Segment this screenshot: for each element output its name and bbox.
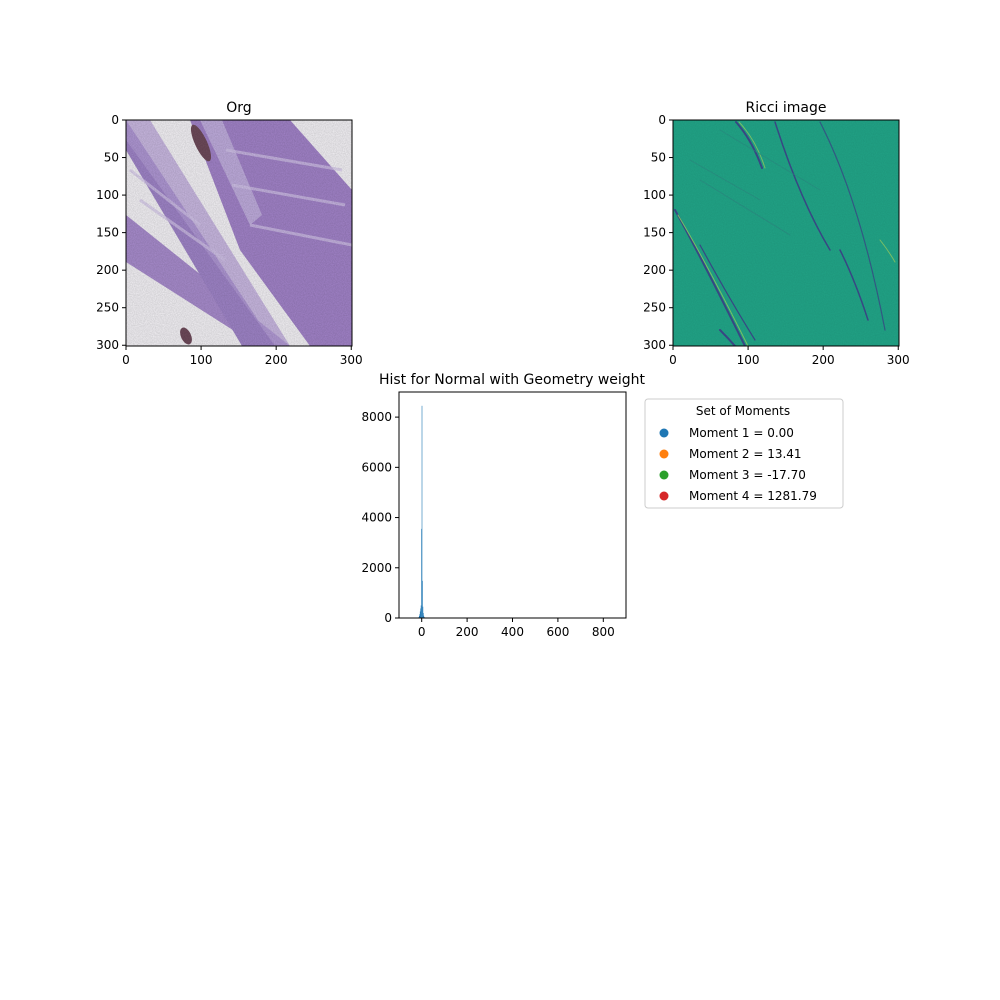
legend: Set of Moments Moment 1 = 0.00 Moment 2 =… (644, 398, 844, 509)
hist-xtick-label: 400 (501, 625, 524, 639)
hist-ytick-label: 6000 (361, 460, 392, 474)
org-xtick-label: 100 (190, 353, 213, 367)
org-ytick-label: 250 (96, 301, 119, 315)
legend-label: Moment 1 = 0.00 (689, 426, 794, 440)
hist-ytick-label: 8000 (361, 410, 392, 424)
org-xtick-label: 200 (265, 353, 288, 367)
hist-ytick-label: 0 (384, 611, 392, 625)
hist-xtick-label: 800 (592, 625, 615, 639)
hist-title: Hist for Normal with Geometry weight (379, 372, 646, 388)
legend-label: Moment 4 = 1281.79 (689, 489, 817, 503)
legend-marker (659, 428, 669, 438)
hist-ytick-label: 4000 (361, 511, 392, 525)
legend-label: Moment 2 = 13.41 (689, 447, 802, 461)
ricci-xtick-label: 100 (737, 353, 760, 367)
org-image (126, 120, 352, 346)
ricci-ytick-label: 200 (643, 263, 666, 277)
ricci-xtick-label: 300 (887, 353, 910, 367)
ricci-ytick-label: 150 (643, 226, 666, 240)
org-title: Org (226, 100, 251, 116)
hist-bar (420, 608, 421, 618)
ricci-ytick-label: 250 (643, 301, 666, 315)
hist-xtick-label: 200 (456, 625, 479, 639)
hist-bar (418, 615, 420, 618)
legend-entries: Moment 1 = 0.00 Moment 2 = 13.41 Moment 3 … (659, 426, 817, 503)
hist-bar (423, 616, 425, 618)
org-ytick-label: 300 (96, 338, 119, 352)
ricci-ytick-label: 50 (651, 151, 666, 165)
hist-panel: Hist for Normal with Geometry weight 0 20… (361, 372, 645, 639)
org-ytick-label: 200 (96, 263, 119, 277)
hist-bar (422, 580, 423, 618)
org-ytick-label: 100 (96, 188, 119, 202)
hist-bar (423, 615, 425, 618)
org-xtick-label: 0 (122, 353, 130, 367)
hist-xtick-label: 600 (546, 625, 569, 639)
ricci-ytick-label: 300 (643, 338, 666, 352)
legend-marker (659, 449, 669, 459)
legend-title: Set of Moments (696, 404, 790, 418)
ricci-xtick-label: 200 (812, 353, 835, 367)
hist-bar (419, 614, 421, 618)
hist-bar (421, 528, 422, 618)
legend-marker (659, 491, 669, 501)
hist-xtick-label: 0 (418, 625, 426, 639)
org-xtick-label: 300 (340, 353, 363, 367)
ricci-ytick-label: 100 (643, 188, 666, 202)
org-ytick-label: 50 (104, 151, 119, 165)
org-ytick-label: 150 (96, 226, 119, 240)
legend-label: Moment 3 = -17.70 (689, 468, 806, 482)
hist-bar (421, 405, 423, 618)
hist-ytick-label: 2000 (361, 561, 392, 575)
hist-bar (420, 605, 422, 618)
ricci-ytick-label: 0 (658, 113, 666, 127)
ricci-xtick-label: 0 (669, 353, 677, 367)
ricci-title: Ricci image (746, 100, 827, 116)
hist-bar (423, 612, 424, 618)
hist-bar (422, 606, 424, 618)
hist-bars (418, 405, 426, 618)
legend-marker (659, 470, 669, 480)
org-ytick-label: 0 (111, 113, 119, 127)
ricci-image (673, 120, 899, 346)
hist-bar (419, 611, 421, 618)
